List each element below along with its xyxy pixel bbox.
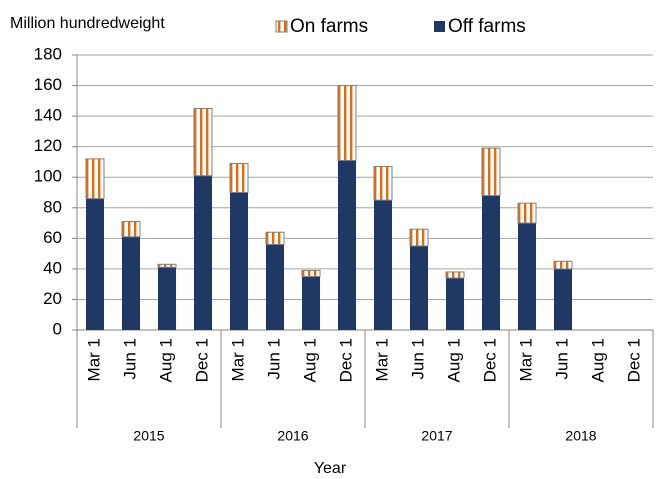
group-label: 2017 xyxy=(421,428,452,444)
bar-segment xyxy=(301,269,321,278)
bar-segment xyxy=(553,260,573,270)
y-tick-label: 20 xyxy=(43,289,62,308)
y-tick-label: 80 xyxy=(43,197,62,216)
x-axis-title: Year xyxy=(314,460,347,477)
bar-segment xyxy=(481,147,501,197)
x-tick-label: Jun 1 xyxy=(264,338,283,380)
y-tick-label: 100 xyxy=(34,167,62,186)
bar-segment xyxy=(337,85,357,161)
bar-segment xyxy=(446,278,464,330)
bar-segment xyxy=(373,166,393,201)
x-tick-label: Mar 1 xyxy=(84,338,103,381)
bar-segment xyxy=(229,162,249,194)
bar-segment xyxy=(122,236,140,330)
legend-label: Off farms xyxy=(448,16,526,37)
bar-segment xyxy=(157,263,177,268)
bar-segment xyxy=(410,245,428,330)
x-tick-label: Dec 1 xyxy=(624,338,643,382)
bar-segment xyxy=(338,160,356,330)
y-tick-label: 0 xyxy=(53,319,62,338)
x-tick-label: Mar 1 xyxy=(372,338,391,381)
bar-segment xyxy=(85,158,105,200)
x-tick-label: Aug 1 xyxy=(156,338,175,382)
bar-segment xyxy=(121,221,141,238)
bar-segment xyxy=(193,107,213,177)
y-tick-label: 180 xyxy=(34,44,62,63)
legend-swatch xyxy=(275,20,288,33)
y-tick-label: 160 xyxy=(34,75,62,94)
x-tick-label: Jun 1 xyxy=(552,338,571,380)
x-tick-label: Aug 1 xyxy=(300,338,319,382)
x-tick-label: Aug 1 xyxy=(588,338,607,382)
y-axis-title: Million hundredweight xyxy=(10,15,165,32)
bar-segment xyxy=(518,223,536,330)
group-label: 2016 xyxy=(277,428,308,444)
bar-segment xyxy=(302,276,320,330)
x-tick-label: Mar 1 xyxy=(516,338,535,381)
bar-segment xyxy=(409,228,429,247)
bar-segment xyxy=(266,244,284,330)
bar-segment xyxy=(482,195,500,330)
x-tick-label: Mar 1 xyxy=(228,338,247,381)
group-label: 2018 xyxy=(565,428,596,444)
x-tick-label: Dec 1 xyxy=(336,338,355,382)
bar-segment xyxy=(265,231,285,245)
group-label: 2015 xyxy=(133,428,164,444)
bar-segment xyxy=(230,192,248,330)
bar-segment xyxy=(554,268,572,330)
bar-segment xyxy=(445,271,465,279)
x-tick-label: Dec 1 xyxy=(192,338,211,382)
legend-swatch xyxy=(434,21,445,32)
y-tick-label: 60 xyxy=(43,228,62,247)
y-tick-label: 120 xyxy=(34,136,62,155)
x-tick-label: Dec 1 xyxy=(480,338,499,382)
bar-segment xyxy=(86,198,104,330)
bar-segment xyxy=(158,267,176,330)
y-tick-label: 40 xyxy=(43,258,62,277)
bar-segment xyxy=(517,202,537,224)
legend-label: On farms xyxy=(290,16,368,37)
bar-segment xyxy=(374,200,392,330)
x-tick-label: Aug 1 xyxy=(444,338,463,382)
bar-segment xyxy=(194,175,212,330)
x-tick-label: Jun 1 xyxy=(120,338,139,380)
y-tick-label: 140 xyxy=(34,106,62,125)
x-tick-label: Jun 1 xyxy=(408,338,427,380)
